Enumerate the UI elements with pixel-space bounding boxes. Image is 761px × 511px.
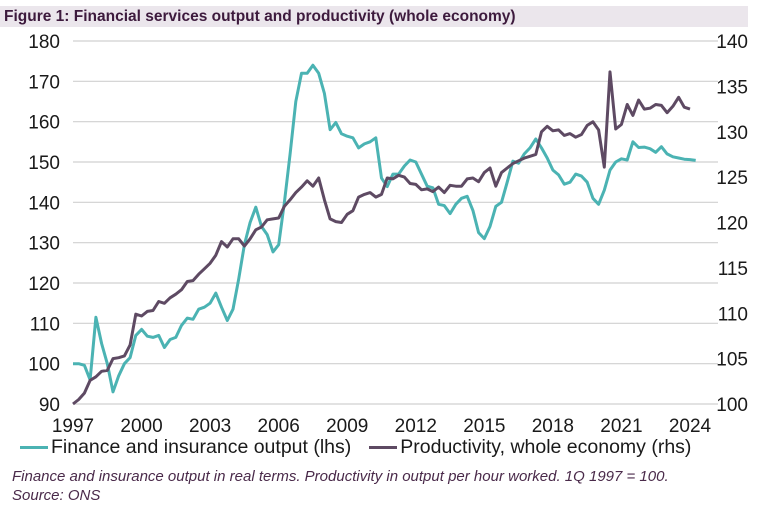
right-tick-label: 135: [716, 77, 748, 98]
left-tick-label: 110: [30, 314, 60, 335]
productivity-line: [72, 70, 691, 406]
legend-item-productivity: Productivity, whole economy (rhs): [369, 436, 691, 459]
title-bar: [0, 6, 748, 27]
right-tick-label: 110: [718, 304, 748, 325]
x-tick-label: 2015: [463, 416, 505, 437]
figure-title: Figure 1: Financial services output and …: [4, 8, 516, 25]
right-tick-label: 130: [716, 123, 748, 144]
x-tick-label: 1997: [52, 416, 94, 437]
gridlines: [73, 40, 718, 405]
x-tick-label: 2000: [120, 416, 162, 437]
left-tick-label: 130: [28, 234, 60, 255]
right-tick-label: 115: [718, 259, 748, 280]
x-tick-label: 2009: [326, 416, 368, 437]
left-tick-label: 160: [28, 113, 60, 134]
left-tick-label: 140: [28, 193, 60, 214]
right-tick-label: 125: [716, 168, 748, 189]
x-tick-label: 2003: [189, 416, 231, 437]
right-axis-ticks: 140 135 130 125 120 115 110 105 100: [716, 32, 748, 416]
left-tick-label: 150: [28, 153, 60, 174]
legend-item-finance: Finance and insurance output (lhs): [20, 436, 351, 459]
x-tick-label: 2012: [395, 416, 437, 437]
series-lines: [72, 63, 696, 406]
x-axis-ticks: 1997 2000 2003 2006 2009 2012 2015 2018 2021 2024: [52, 416, 712, 437]
source-text: Source: ONS: [12, 487, 101, 504]
x-tick-label: 2006: [258, 416, 300, 437]
left-tick-label: 180: [28, 32, 60, 53]
x-tick-label: 2024: [669, 416, 712, 437]
x-tick-label: 2021: [600, 416, 642, 437]
legend-label-productivity: Productivity, whole economy (rhs): [400, 436, 692, 458]
left-tick-label: 100: [28, 355, 60, 376]
left-tick-label: 120: [28, 274, 60, 295]
right-tick-label: 105: [716, 350, 748, 371]
right-tick-label: 140: [716, 32, 748, 53]
legend-swatch-productivity: [369, 446, 398, 449]
legend-label-finance: Finance and insurance output (lhs): [51, 436, 352, 458]
left-axis-ticks: 180 170 160 150 140 130 120 110 100 90: [28, 32, 60, 416]
right-tick-label: 120: [716, 214, 748, 235]
footnote: Finance and insurance output in real ter…: [12, 467, 669, 505]
x-tick-label: 2018: [532, 416, 574, 437]
left-tick-label: 90: [39, 395, 60, 416]
legend-swatch-finance: [20, 446, 48, 449]
footnote-text: Finance and insurance output in real ter…: [12, 468, 669, 485]
left-tick-label: 170: [28, 72, 60, 93]
legend: Finance and insurance output (lhs) Produ…: [20, 436, 709, 459]
finance-output-line: [73, 63, 696, 394]
right-tick-label: 100: [716, 395, 748, 416]
